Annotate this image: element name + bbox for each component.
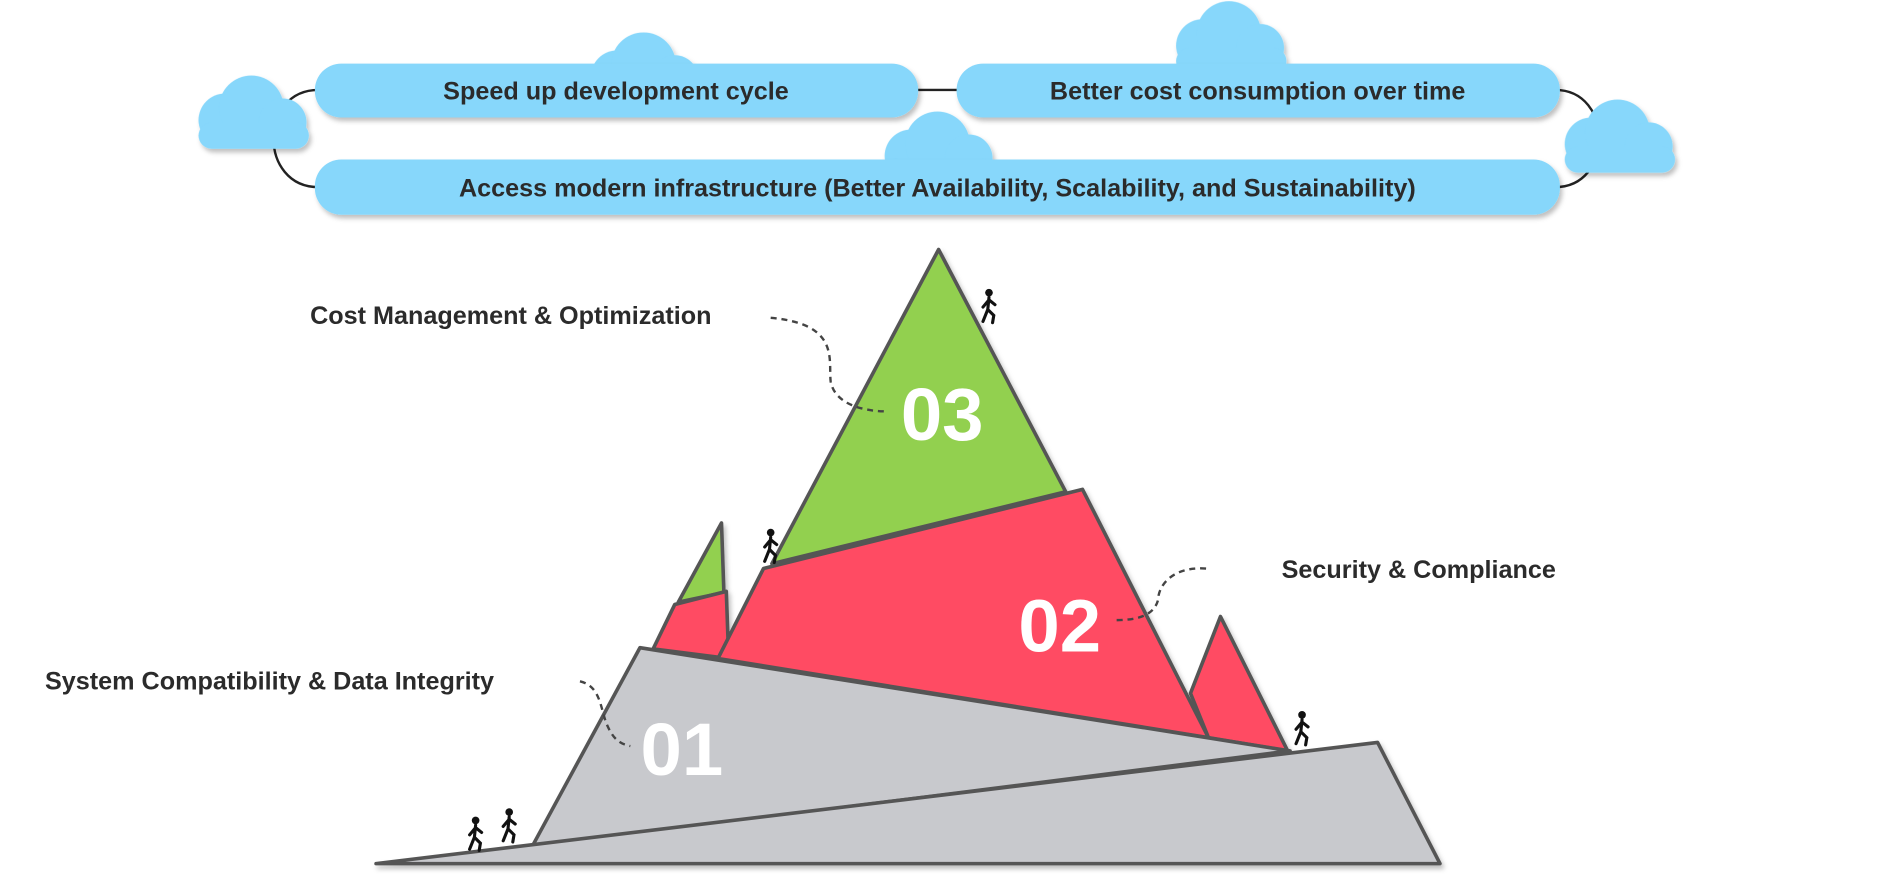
goal-infra-text: Access modern infrastructure (Better Ava… [459,175,1416,203]
stage-01-label: System Compatibility & Data Integrity [45,668,494,696]
small-peak-red-right [1188,614,1290,753]
stage-02-label: Security & Compliance [1282,556,1556,584]
cloud-icon [198,75,309,149]
goal-speed-text: Speed up development cycle [443,78,789,106]
small-peak-green [676,521,726,604]
walker-icon [468,815,484,852]
stage-03-number: 03 [901,373,984,456]
runner-icon [501,806,517,844]
stage-01-number: 01 [641,708,724,791]
climber-icon [981,287,997,325]
stage-02-leader [1116,567,1207,622]
stage-01-leader [579,680,631,748]
goal-pill-speed [314,63,919,118]
small-peak-red-left [651,589,731,661]
stage-03-label: Cost Management & Optimization [310,302,711,330]
stage-03-shape [770,247,1068,566]
goal-pill-infra [314,159,1560,215]
walker-icon [1294,709,1310,747]
climber-icon [763,527,779,565]
stage-03-leader [770,316,889,413]
cloud-icon [1176,1,1287,75]
goal-cost-text: Better cost consumption over time [1050,78,1465,106]
stage-02-number: 02 [1018,584,1101,667]
goal-pill-cost [956,63,1560,118]
cloud-icon [1564,99,1676,173]
mountain-base [374,740,1442,866]
